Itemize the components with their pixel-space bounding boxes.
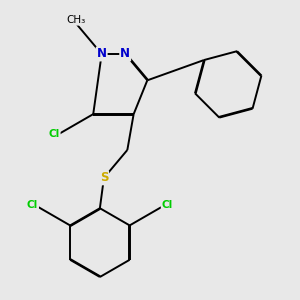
Text: Cl: Cl: [162, 200, 173, 210]
Text: CH₃: CH₃: [66, 15, 85, 25]
Text: N: N: [120, 47, 130, 61]
Text: Cl: Cl: [27, 200, 38, 210]
Text: Cl: Cl: [49, 129, 60, 140]
Text: S: S: [100, 171, 108, 184]
Text: N: N: [97, 47, 107, 61]
